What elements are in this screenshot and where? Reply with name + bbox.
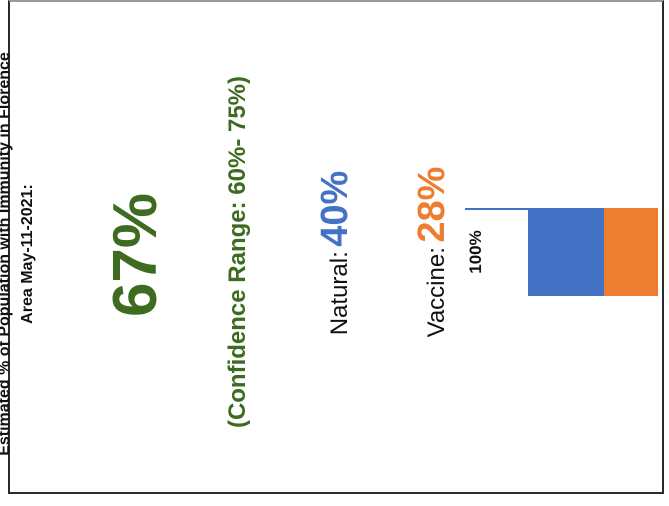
vaccine-label: Vaccine: [423,247,450,338]
bar-label: 100% [466,230,485,274]
vaccine-value: 28% [411,166,453,243]
bar-segment-natural [528,208,604,296]
natural-value: 40% [314,170,356,247]
confidence-range: (Confidence Range: 60%- 75%) [224,75,251,429]
bar-segment-vaccine [604,208,658,296]
immunity-stacked-bar [465,208,658,296]
vaccine-immunity: Vaccine: 28% [405,112,459,392]
natural-label: Natural: [326,251,353,336]
infographic-title: Estimated % of Population with Immunity … [0,52,36,456]
total-immunity-value: 67% [101,192,170,318]
natural-immunity: Natural: 40% [308,118,362,388]
bar-segment-remaining [465,208,528,296]
